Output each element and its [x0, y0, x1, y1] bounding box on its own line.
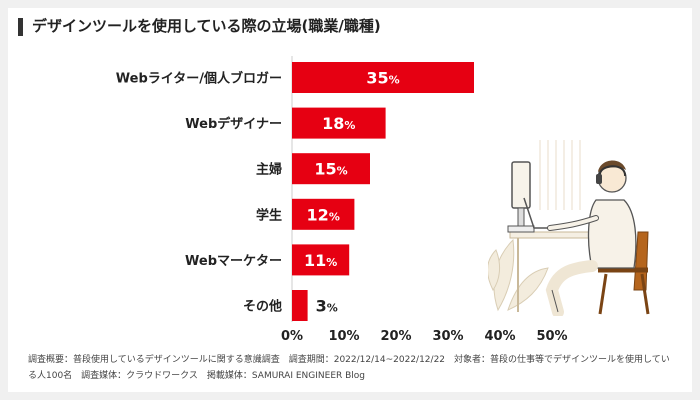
category-label: Webライター/個人ブロガー [116, 71, 282, 87]
bar [292, 244, 350, 276]
x-tick-label: 10% [328, 329, 359, 344]
x-tick-label: 0% [281, 329, 303, 344]
x-tick-label: 40% [484, 329, 515, 344]
chart-title: デザインツールを使用している際の立場(職業/職種) [32, 17, 381, 35]
category-label: Webマーケター [185, 254, 282, 269]
category-label: 学生 [256, 207, 282, 223]
x-tick-label: 20% [380, 329, 411, 344]
footnote-line-2: る人100名 調査媒体：クラウドワークス 掲載媒体：SAMURAI ENGINE… [28, 371, 366, 381]
data-label: 11% [304, 251, 337, 270]
data-label: 18% [322, 114, 355, 133]
x-tick-label: 50% [536, 329, 567, 344]
title-accent-bar [18, 18, 23, 36]
survey-footnote: 調査概要：普段使用しているデザインツールに関する意識調査 調査期間：2022/1… [28, 352, 676, 384]
category-label: 主婦 [256, 162, 282, 178]
bar [292, 153, 370, 185]
bar [292, 62, 474, 93]
bar [292, 107, 386, 139]
bar [292, 198, 355, 230]
bar [292, 290, 308, 321]
data-label: 15% [314, 160, 347, 179]
category-label: その他 [243, 299, 282, 315]
person-at-computer-illustration [488, 140, 650, 316]
data-label: 12% [307, 205, 340, 224]
x-tick-label: 30% [432, 329, 463, 344]
data-label: 35% [366, 69, 399, 88]
category-label: Webデザイナー [185, 116, 282, 132]
footnote-line-1: 調査概要：普段使用しているデザインツールに関する意識調査 調査期間：2022/1… [28, 355, 670, 365]
data-label: 3% [316, 297, 338, 316]
